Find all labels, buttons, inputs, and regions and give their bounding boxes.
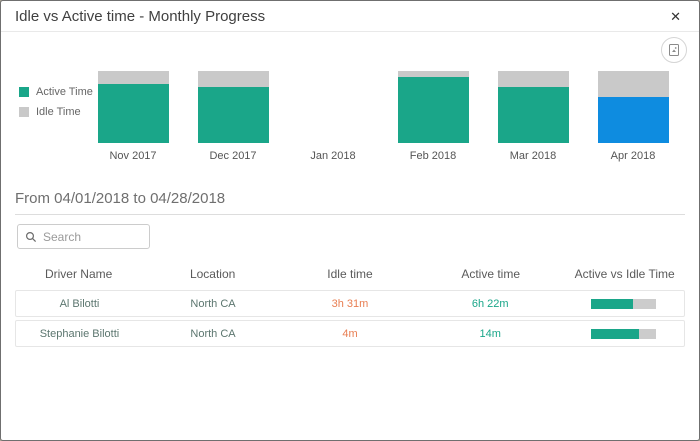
idle-time-swatch-icon <box>19 107 29 117</box>
bar-idle-segment <box>97 71 169 84</box>
stacked-bar <box>197 71 269 143</box>
table-row[interactable]: Stephanie Bilotti North CA 4m 14m <box>15 320 685 347</box>
drivers-table: Driver Name Location Idle time Active ti… <box>15 261 685 347</box>
export-image-icon <box>667 43 681 57</box>
bar-idle-segment <box>197 71 269 87</box>
column-header-active-time: Active time <box>461 267 521 281</box>
legend-label: Idle Time <box>36 106 81 118</box>
active-vs-idle-progressbar <box>591 328 657 339</box>
bar-active-segment <box>597 96 669 143</box>
month-label: Mar 2018 <box>509 150 557 162</box>
bar-active-segment <box>97 83 169 143</box>
chart-plot-area: Nov 2017 Dec 2017 Jan 2018 <box>83 71 683 176</box>
dialog-title: Idle vs Active time - Monthly Progress <box>15 7 266 25</box>
legend-label: Active Time <box>36 86 93 98</box>
driver-name-cell: Al Bilotti <box>59 297 100 310</box>
column-header-location: Location <box>189 267 236 281</box>
stacked-bar <box>397 71 469 143</box>
legend-item-active-time[interactable]: Active Time <box>19 86 93 98</box>
progress-fill <box>591 328 640 339</box>
month-label: Jan 2018 <box>310 150 356 162</box>
month-label: Apr 2018 <box>610 150 656 162</box>
idle-time-cell: 4m <box>342 327 358 340</box>
date-range-heading: From 04/01/2018 to 04/28/2018 <box>15 190 685 215</box>
search-input[interactable] <box>43 229 142 244</box>
location-cell: North CA <box>190 327 236 340</box>
column-header-active-vs-idle: Active vs Idle Time <box>574 267 675 281</box>
dialog-header: Idle vs Active time - Monthly Progress ✕ <box>1 1 699 32</box>
search-box <box>17 224 150 249</box>
bar-idle-segment <box>397 71 469 77</box>
chart-legend: Active Time Idle Time <box>1 71 93 176</box>
bar-apr-2018-selected[interactable]: Apr 2018 <box>583 71 683 176</box>
active-vs-idle-cell <box>564 328 684 339</box>
stacked-bar <box>497 71 569 143</box>
bar-dec-2017[interactable]: Dec 2017 <box>183 71 283 176</box>
driver-name-cell: Stephanie Bilotti <box>39 327 120 340</box>
bar-idle-segment <box>497 71 569 87</box>
active-vs-idle-progressbar <box>591 298 657 309</box>
progress-fill <box>591 298 633 309</box>
table-header-row: Driver Name Location Idle time Active ti… <box>15 261 685 290</box>
close-icon[interactable]: ✕ <box>670 8 681 24</box>
month-label: Feb 2018 <box>409 150 457 162</box>
column-header-idle-time: Idle time <box>327 267 373 281</box>
location-cell: North CA <box>190 297 236 310</box>
bar-nov-2017[interactable]: Nov 2017 <box>83 71 183 176</box>
stacked-bar <box>597 71 669 143</box>
stacked-bar <box>298 71 369 143</box>
active-time-cell: 6h 22m <box>471 297 509 310</box>
bar-mar-2018[interactable]: Mar 2018 <box>483 71 583 176</box>
search-icon <box>25 231 37 243</box>
idle-vs-active-chart: Active Time Idle Time Nov 2017 Dec <box>1 71 699 176</box>
active-vs-idle-cell <box>564 298 684 309</box>
idle-time-cell: 3h 31m <box>331 297 369 310</box>
bar-active-segment <box>197 86 269 143</box>
export-chart-button[interactable] <box>661 37 687 63</box>
bar-jan-2018[interactable]: Jan 2018 <box>283 71 383 176</box>
active-time-cell: 14m <box>479 327 501 340</box>
bar-active-segment <box>497 86 569 143</box>
bar-feb-2018[interactable]: Feb 2018 <box>383 71 483 176</box>
column-header-driver-name: Driver Name <box>44 267 113 281</box>
month-label: Nov 2017 <box>109 150 157 162</box>
table-row[interactable]: Al Bilotti North CA 3h 31m 6h 22m <box>15 290 685 317</box>
bar-active-segment <box>397 76 469 143</box>
active-time-swatch-icon <box>19 87 29 97</box>
stacked-bar <box>97 71 169 143</box>
month-label: Dec 2017 <box>209 150 257 162</box>
legend-item-idle-time[interactable]: Idle Time <box>19 106 83 118</box>
bar-idle-segment <box>597 71 669 97</box>
